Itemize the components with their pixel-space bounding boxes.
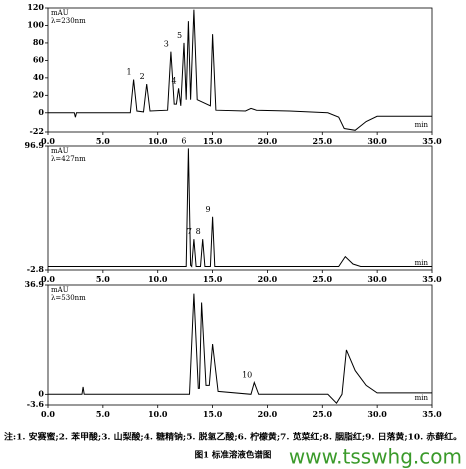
y-tick-label: 100	[27, 19, 44, 29]
y-tick-label: -3.6	[27, 399, 45, 409]
y-tick-label: 96.9	[25, 140, 45, 150]
x-tick-label: 30.0	[367, 274, 387, 284]
y-tick-label: 0	[38, 388, 44, 398]
x-tick-label: 35.0	[422, 136, 442, 146]
y-tick-label: -2.8	[27, 264, 45, 274]
y-tick-label: 120	[27, 2, 44, 12]
x-tick-label: 15.0	[203, 409, 223, 419]
x-tick-label: 10.0	[148, 136, 168, 146]
y-tick-label: -22	[30, 126, 44, 136]
x-axis-label: min	[415, 259, 429, 267]
y-axis-label: mAU	[51, 9, 69, 17]
x-axis-label: min	[415, 121, 429, 129]
x-tick-label: 25.0	[313, 409, 333, 419]
y-axis-label: mAU	[51, 286, 69, 294]
y-tick-label: 20	[33, 89, 45, 99]
plot-frame	[47, 7, 433, 133]
plot-frame	[47, 145, 433, 271]
peak-label: 2	[140, 72, 145, 81]
subtitle: λ=427nm	[51, 155, 86, 163]
trace	[48, 148, 432, 268]
caption: 图1 标准溶液色谱图	[195, 450, 272, 461]
peak-label: 4	[171, 76, 176, 85]
x-tick-label: 25.0	[313, 274, 333, 284]
x-tick-label: 0.0	[41, 409, 55, 419]
trace	[48, 293, 432, 405]
x-tick-label: 10.0	[148, 274, 168, 284]
footnote: 注:1. 安赛蜜;2. 苯甲酸;3. 山梨酸;4. 糖精钠;5. 脱氢乙酸;6.…	[4, 432, 462, 443]
x-tick-label: 10.0	[148, 409, 168, 419]
watermark: www.tsswhg.com	[289, 445, 462, 469]
peak-label: 5	[177, 31, 182, 40]
x-tick-label: 20.0	[258, 409, 278, 419]
y-tick-label: 0	[38, 107, 44, 117]
y-axis-label: mAU	[51, 147, 69, 155]
subtitle: λ=530nm	[51, 294, 86, 302]
y-tick-label: 36.9	[25, 279, 45, 289]
x-tick-label: 5.0	[96, 136, 110, 146]
peak-label: 8	[196, 227, 201, 236]
y-tick-label: 40	[33, 72, 45, 82]
peak-label: 7	[187, 227, 192, 236]
plot-frame	[47, 284, 433, 406]
x-tick-label: 30.0	[367, 409, 387, 419]
y-tick-label: 80	[33, 37, 45, 47]
trace	[48, 9, 432, 131]
x-tick-label: 20.0	[258, 274, 278, 284]
x-tick-label: 20.0	[258, 136, 278, 146]
peak-label: 6	[181, 136, 186, 145]
x-tick-label: 25.0	[313, 136, 333, 146]
x-tick-label: 5.0	[96, 274, 110, 284]
x-tick-label: 5.0	[96, 409, 110, 419]
x-axis-label: min	[415, 394, 429, 402]
x-tick-label: 35.0	[422, 274, 442, 284]
x-tick-label: 15.0	[203, 274, 223, 284]
peak-label: 3	[164, 40, 169, 49]
x-tick-label: 15.0	[203, 136, 223, 146]
x-tick-label: 0.0	[41, 274, 55, 284]
x-tick-label: 0.0	[41, 136, 55, 146]
peak-label: 1	[126, 68, 131, 77]
x-tick-label: 30.0	[367, 136, 387, 146]
subtitle: λ=230nm	[51, 17, 86, 25]
y-tick-label: 60	[33, 54, 45, 64]
peak-label: 10	[242, 370, 252, 379]
x-tick-label: 35.0	[422, 409, 442, 419]
peak-label: 9	[205, 205, 210, 214]
